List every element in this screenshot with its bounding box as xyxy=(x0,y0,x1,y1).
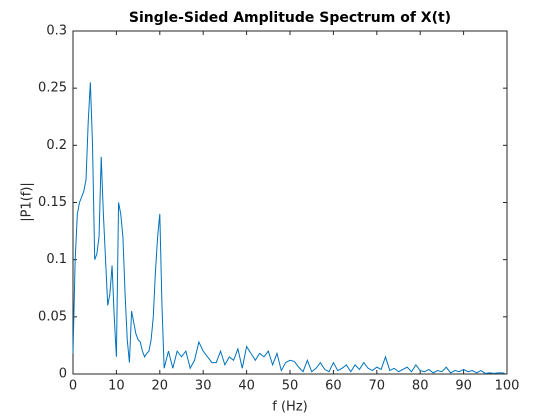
x-tick-label: 60 xyxy=(325,379,342,394)
y-tick-label: 0.25 xyxy=(38,81,67,96)
x-axis-label: f (Hz) xyxy=(272,400,307,415)
y-tick-label: 0.05 xyxy=(38,309,67,324)
x-tick-label: 30 xyxy=(195,379,212,394)
x-tick-label: 50 xyxy=(282,379,299,394)
x-tick-label: 70 xyxy=(369,379,386,394)
x-tick-label: 20 xyxy=(152,379,169,394)
y-tick-label: 0.3 xyxy=(46,24,67,39)
spectrum-line xyxy=(72,82,505,374)
y-tick-label: 0.15 xyxy=(38,195,67,210)
x-tick-label: 40 xyxy=(238,379,255,394)
y-axis-label: |P1(f)| xyxy=(20,182,35,222)
y-tick-label: 0.1 xyxy=(46,252,67,267)
chart-title: Single-Sided Amplitude Spectrum of X(t) xyxy=(129,10,451,26)
y-tick-label: 0 xyxy=(59,367,67,382)
x-tick-label: 90 xyxy=(455,379,472,394)
y-tick-label: 0.2 xyxy=(46,138,67,153)
x-tick-label: 80 xyxy=(412,379,429,394)
x-tick-label: 0 xyxy=(69,379,77,394)
plot-area xyxy=(72,30,508,375)
x-tick-label: 10 xyxy=(108,379,125,394)
x-tick-label: 100 xyxy=(495,379,520,394)
